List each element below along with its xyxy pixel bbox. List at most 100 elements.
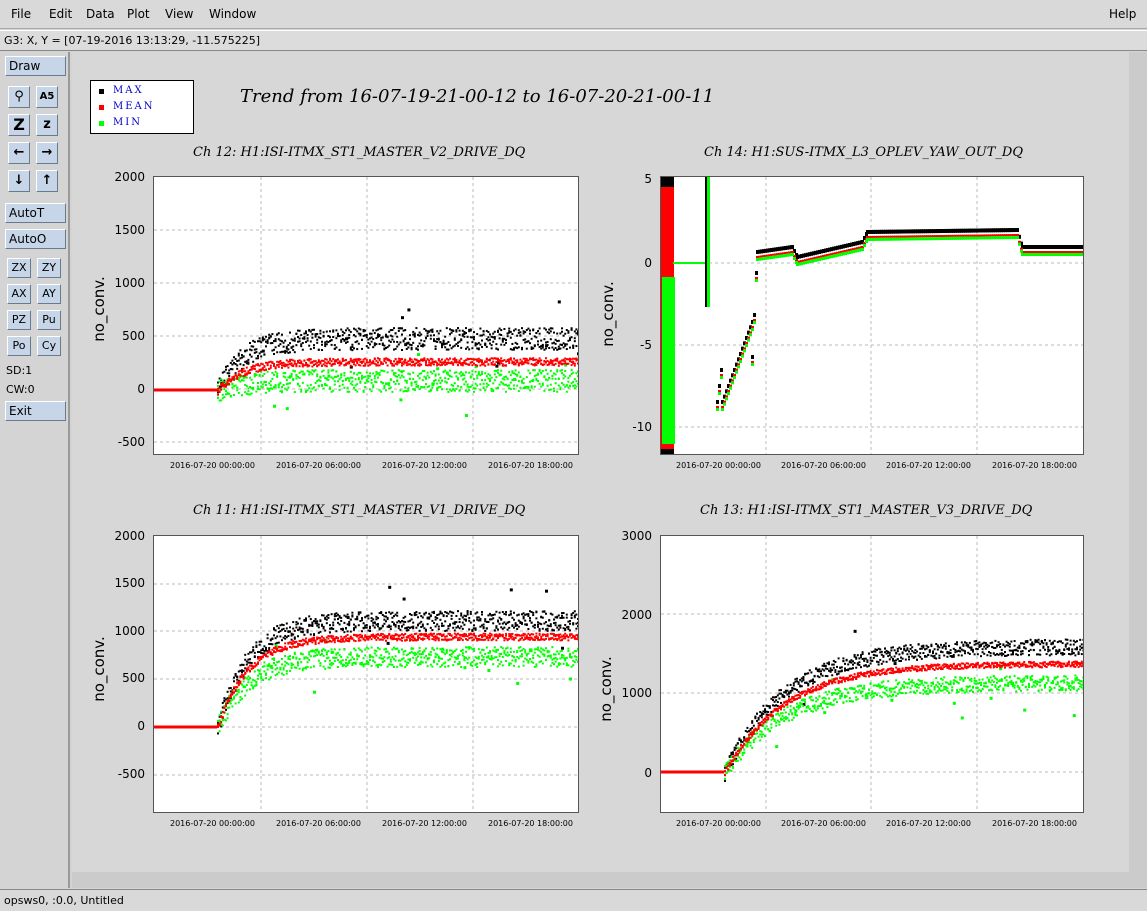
mean-point bbox=[369, 635, 371, 638]
max-point bbox=[393, 623, 395, 626]
mean-point bbox=[282, 648, 285, 651]
menu-plot[interactable]: Plot bbox=[127, 7, 150, 21]
plot-ch14[interactable] bbox=[660, 176, 1084, 455]
max-point bbox=[796, 688, 798, 691]
plot-ch13[interactable] bbox=[660, 535, 1084, 813]
mean-point bbox=[415, 362, 418, 365]
max-point bbox=[449, 623, 451, 626]
mean-point bbox=[511, 638, 514, 641]
max-point bbox=[409, 343, 411, 346]
mean-point bbox=[394, 358, 397, 361]
max-point bbox=[351, 345, 354, 348]
po-button[interactable]: Po bbox=[7, 336, 31, 356]
ay-button[interactable]: AY bbox=[37, 284, 61, 304]
cy-button[interactable]: Cy bbox=[37, 336, 61, 356]
max-point bbox=[844, 243, 847, 248]
max-point bbox=[389, 340, 392, 343]
mean-point bbox=[453, 632, 456, 635]
max-point bbox=[369, 332, 371, 335]
min-outlier bbox=[569, 677, 572, 681]
min-point bbox=[245, 376, 248, 379]
arrow-left-icon[interactable]: ← bbox=[8, 142, 30, 164]
zoom-in-icon[interactable]: z bbox=[36, 114, 58, 136]
plot-ch11[interactable] bbox=[153, 535, 579, 813]
max-point bbox=[514, 341, 517, 344]
arrow-right-icon[interactable]: → bbox=[36, 142, 58, 164]
max-point bbox=[447, 625, 450, 628]
max-point bbox=[274, 340, 277, 343]
pu-button[interactable]: Pu bbox=[37, 310, 61, 330]
zoom-tool-icon[interactable]: ⚲ bbox=[8, 86, 30, 108]
mean-point bbox=[367, 364, 370, 367]
plot-ch12[interactable] bbox=[153, 176, 579, 455]
menu-help[interactable]: Help bbox=[1109, 7, 1137, 21]
max-point bbox=[532, 625, 535, 628]
menu-data[interactable]: Data bbox=[86, 7, 115, 21]
min-point bbox=[327, 378, 330, 381]
mean-point bbox=[284, 364, 287, 367]
min-point bbox=[335, 652, 338, 655]
arrow-up-icon[interactable]: ↑ bbox=[36, 170, 58, 192]
max-point bbox=[490, 347, 493, 350]
min-point bbox=[562, 662, 565, 665]
menu-view[interactable]: View bbox=[165, 7, 194, 21]
mean-point bbox=[455, 361, 458, 364]
min-point bbox=[377, 664, 379, 667]
menu-edit[interactable]: Edit bbox=[49, 7, 73, 21]
max-point bbox=[522, 338, 525, 341]
mean-point bbox=[373, 635, 376, 638]
max-point bbox=[538, 622, 541, 625]
max-point bbox=[340, 340, 343, 343]
max-point bbox=[813, 675, 816, 678]
mean-point bbox=[912, 235, 915, 238]
mean-point bbox=[337, 358, 339, 361]
min-point bbox=[407, 658, 410, 661]
max-point bbox=[412, 621, 415, 624]
menu-file[interactable]: File bbox=[11, 7, 32, 21]
min-point bbox=[1057, 253, 1060, 256]
mean-point bbox=[353, 363, 355, 366]
min-point bbox=[229, 698, 232, 701]
mean-point bbox=[370, 638, 373, 641]
menu-window[interactable]: Window bbox=[209, 7, 257, 21]
mean-point bbox=[554, 637, 557, 640]
max-point bbox=[389, 612, 392, 615]
exit-button[interactable]: Exit bbox=[5, 401, 66, 421]
annotate-tool-icon[interactable]: A5 bbox=[36, 86, 58, 108]
min-point bbox=[500, 381, 503, 384]
max-point bbox=[770, 710, 773, 713]
mean-point bbox=[301, 363, 304, 366]
min-point bbox=[429, 370, 432, 373]
max-point bbox=[329, 631, 331, 634]
arrow-down-icon[interactable]: ↓ bbox=[8, 170, 30, 192]
max-point bbox=[260, 649, 263, 652]
min-point bbox=[848, 251, 851, 254]
draw-button[interactable]: Draw bbox=[5, 56, 66, 76]
zoom-out-icon[interactable]: Z bbox=[8, 114, 30, 136]
max-point bbox=[517, 331, 520, 334]
max-point bbox=[884, 229, 887, 234]
min-point bbox=[490, 658, 493, 661]
max-point bbox=[449, 344, 451, 347]
zy-button[interactable]: ZY bbox=[37, 258, 61, 278]
mean-point bbox=[418, 360, 421, 363]
min-point bbox=[529, 389, 531, 392]
autot-button[interactable]: AutoT bbox=[5, 203, 66, 223]
max-point bbox=[802, 253, 805, 258]
mean-point bbox=[910, 235, 913, 238]
zx-button[interactable]: ZX bbox=[7, 258, 31, 278]
pz-button[interactable]: PZ bbox=[7, 310, 31, 330]
max-point bbox=[1045, 245, 1048, 249]
max-point bbox=[297, 628, 299, 631]
min-point bbox=[481, 658, 483, 661]
max-point bbox=[385, 615, 387, 618]
mean-point bbox=[397, 637, 400, 640]
ax-button[interactable]: AX bbox=[7, 284, 31, 304]
max-point bbox=[468, 330, 471, 333]
mean-point bbox=[378, 358, 381, 361]
min-point bbox=[546, 384, 549, 387]
max-point bbox=[375, 329, 378, 332]
autoo-button[interactable]: AutoO bbox=[5, 229, 66, 249]
max-point bbox=[287, 344, 290, 347]
min-point bbox=[952, 236, 955, 240]
